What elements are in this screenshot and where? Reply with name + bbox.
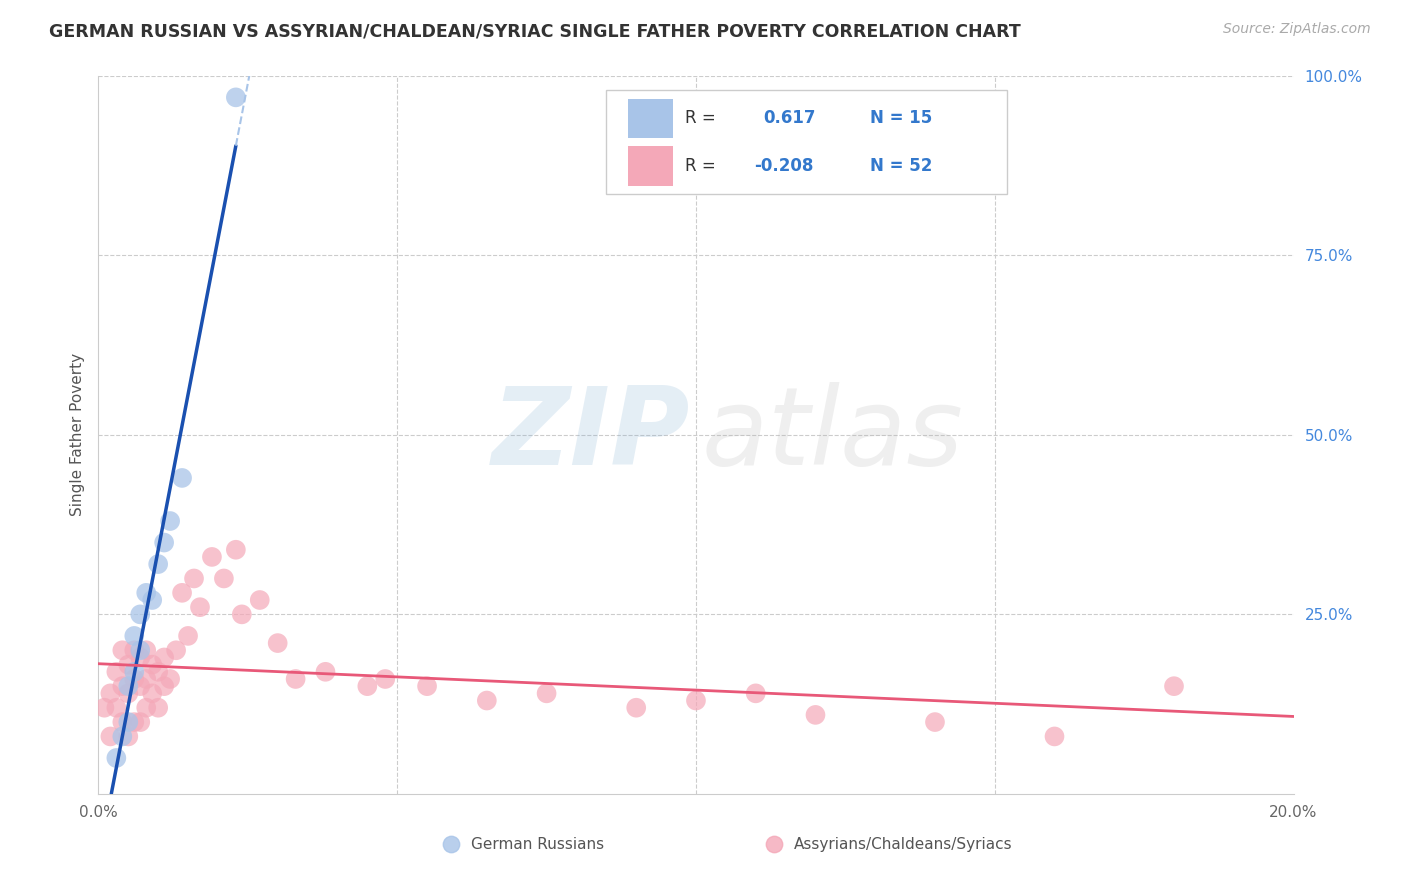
Point xyxy=(315,665,337,679)
Point xyxy=(153,650,176,665)
Point xyxy=(626,700,648,714)
Text: Source: ZipAtlas.com: Source: ZipAtlas.com xyxy=(1223,22,1371,37)
Point xyxy=(111,715,134,730)
Point xyxy=(212,571,235,585)
FancyBboxPatch shape xyxy=(628,146,673,186)
Point xyxy=(117,730,139,744)
Point xyxy=(105,751,128,765)
Point xyxy=(153,679,176,693)
Point xyxy=(105,665,128,679)
Text: atlas: atlas xyxy=(702,383,965,487)
Point xyxy=(416,679,439,693)
Text: -0.208: -0.208 xyxy=(755,157,814,175)
Text: GERMAN RUSSIAN VS ASSYRIAN/CHALDEAN/SYRIAC SINGLE FATHER POVERTY CORRELATION CHA: GERMAN RUSSIAN VS ASSYRIAN/CHALDEAN/SYRI… xyxy=(49,22,1021,40)
Point xyxy=(249,593,271,607)
Point xyxy=(105,700,128,714)
Point xyxy=(148,557,170,571)
Point xyxy=(141,593,163,607)
Point xyxy=(111,679,134,693)
Point xyxy=(129,650,152,665)
Point xyxy=(267,636,290,650)
Point xyxy=(117,686,139,700)
Point xyxy=(117,657,139,672)
Point xyxy=(804,707,827,722)
Point xyxy=(129,679,152,693)
Point xyxy=(148,700,170,714)
FancyBboxPatch shape xyxy=(606,90,1007,194)
Text: 0.617: 0.617 xyxy=(763,110,815,128)
Point xyxy=(124,672,146,686)
Point xyxy=(284,672,307,686)
Point xyxy=(188,600,211,615)
Point xyxy=(745,686,768,700)
Point xyxy=(129,715,152,730)
Point xyxy=(1043,730,1066,744)
Point xyxy=(98,730,122,744)
Point xyxy=(374,672,396,686)
Point xyxy=(177,629,200,643)
Point xyxy=(129,643,152,657)
Point xyxy=(135,672,157,686)
Point xyxy=(159,514,181,528)
Point xyxy=(924,715,946,730)
Text: ZIP: ZIP xyxy=(492,382,690,488)
Text: N = 52: N = 52 xyxy=(870,157,932,175)
Point xyxy=(111,730,134,744)
Point xyxy=(685,693,707,707)
Point xyxy=(159,672,181,686)
Point xyxy=(536,686,558,700)
Point xyxy=(231,607,253,622)
Point xyxy=(124,629,146,643)
Point xyxy=(124,665,146,679)
Text: Assyrians/Chaldeans/Syriacs: Assyrians/Chaldeans/Syriacs xyxy=(794,837,1012,852)
Point xyxy=(475,693,498,707)
Y-axis label: Single Father Poverty: Single Father Poverty xyxy=(69,353,84,516)
Point xyxy=(93,700,115,714)
Point xyxy=(356,679,378,693)
Point xyxy=(135,643,157,657)
Text: R =: R = xyxy=(685,110,716,128)
Point xyxy=(111,643,134,657)
Point xyxy=(141,686,163,700)
Point xyxy=(124,643,146,657)
Point xyxy=(148,665,170,679)
Point xyxy=(201,549,224,564)
Point xyxy=(135,700,157,714)
Point xyxy=(98,686,122,700)
Point xyxy=(141,657,163,672)
Point xyxy=(172,586,194,600)
Point xyxy=(225,542,247,557)
Point xyxy=(117,679,139,693)
Point xyxy=(1163,679,1185,693)
Point xyxy=(183,571,205,585)
Text: N = 15: N = 15 xyxy=(870,110,932,128)
Point xyxy=(124,715,146,730)
Point xyxy=(153,535,176,549)
Point xyxy=(225,90,247,104)
FancyBboxPatch shape xyxy=(628,98,673,138)
Text: R =: R = xyxy=(685,157,716,175)
Text: German Russians: German Russians xyxy=(471,837,605,852)
Point xyxy=(129,607,152,622)
Point xyxy=(135,586,157,600)
Point xyxy=(117,715,139,730)
Point xyxy=(172,471,194,485)
Point xyxy=(165,643,187,657)
